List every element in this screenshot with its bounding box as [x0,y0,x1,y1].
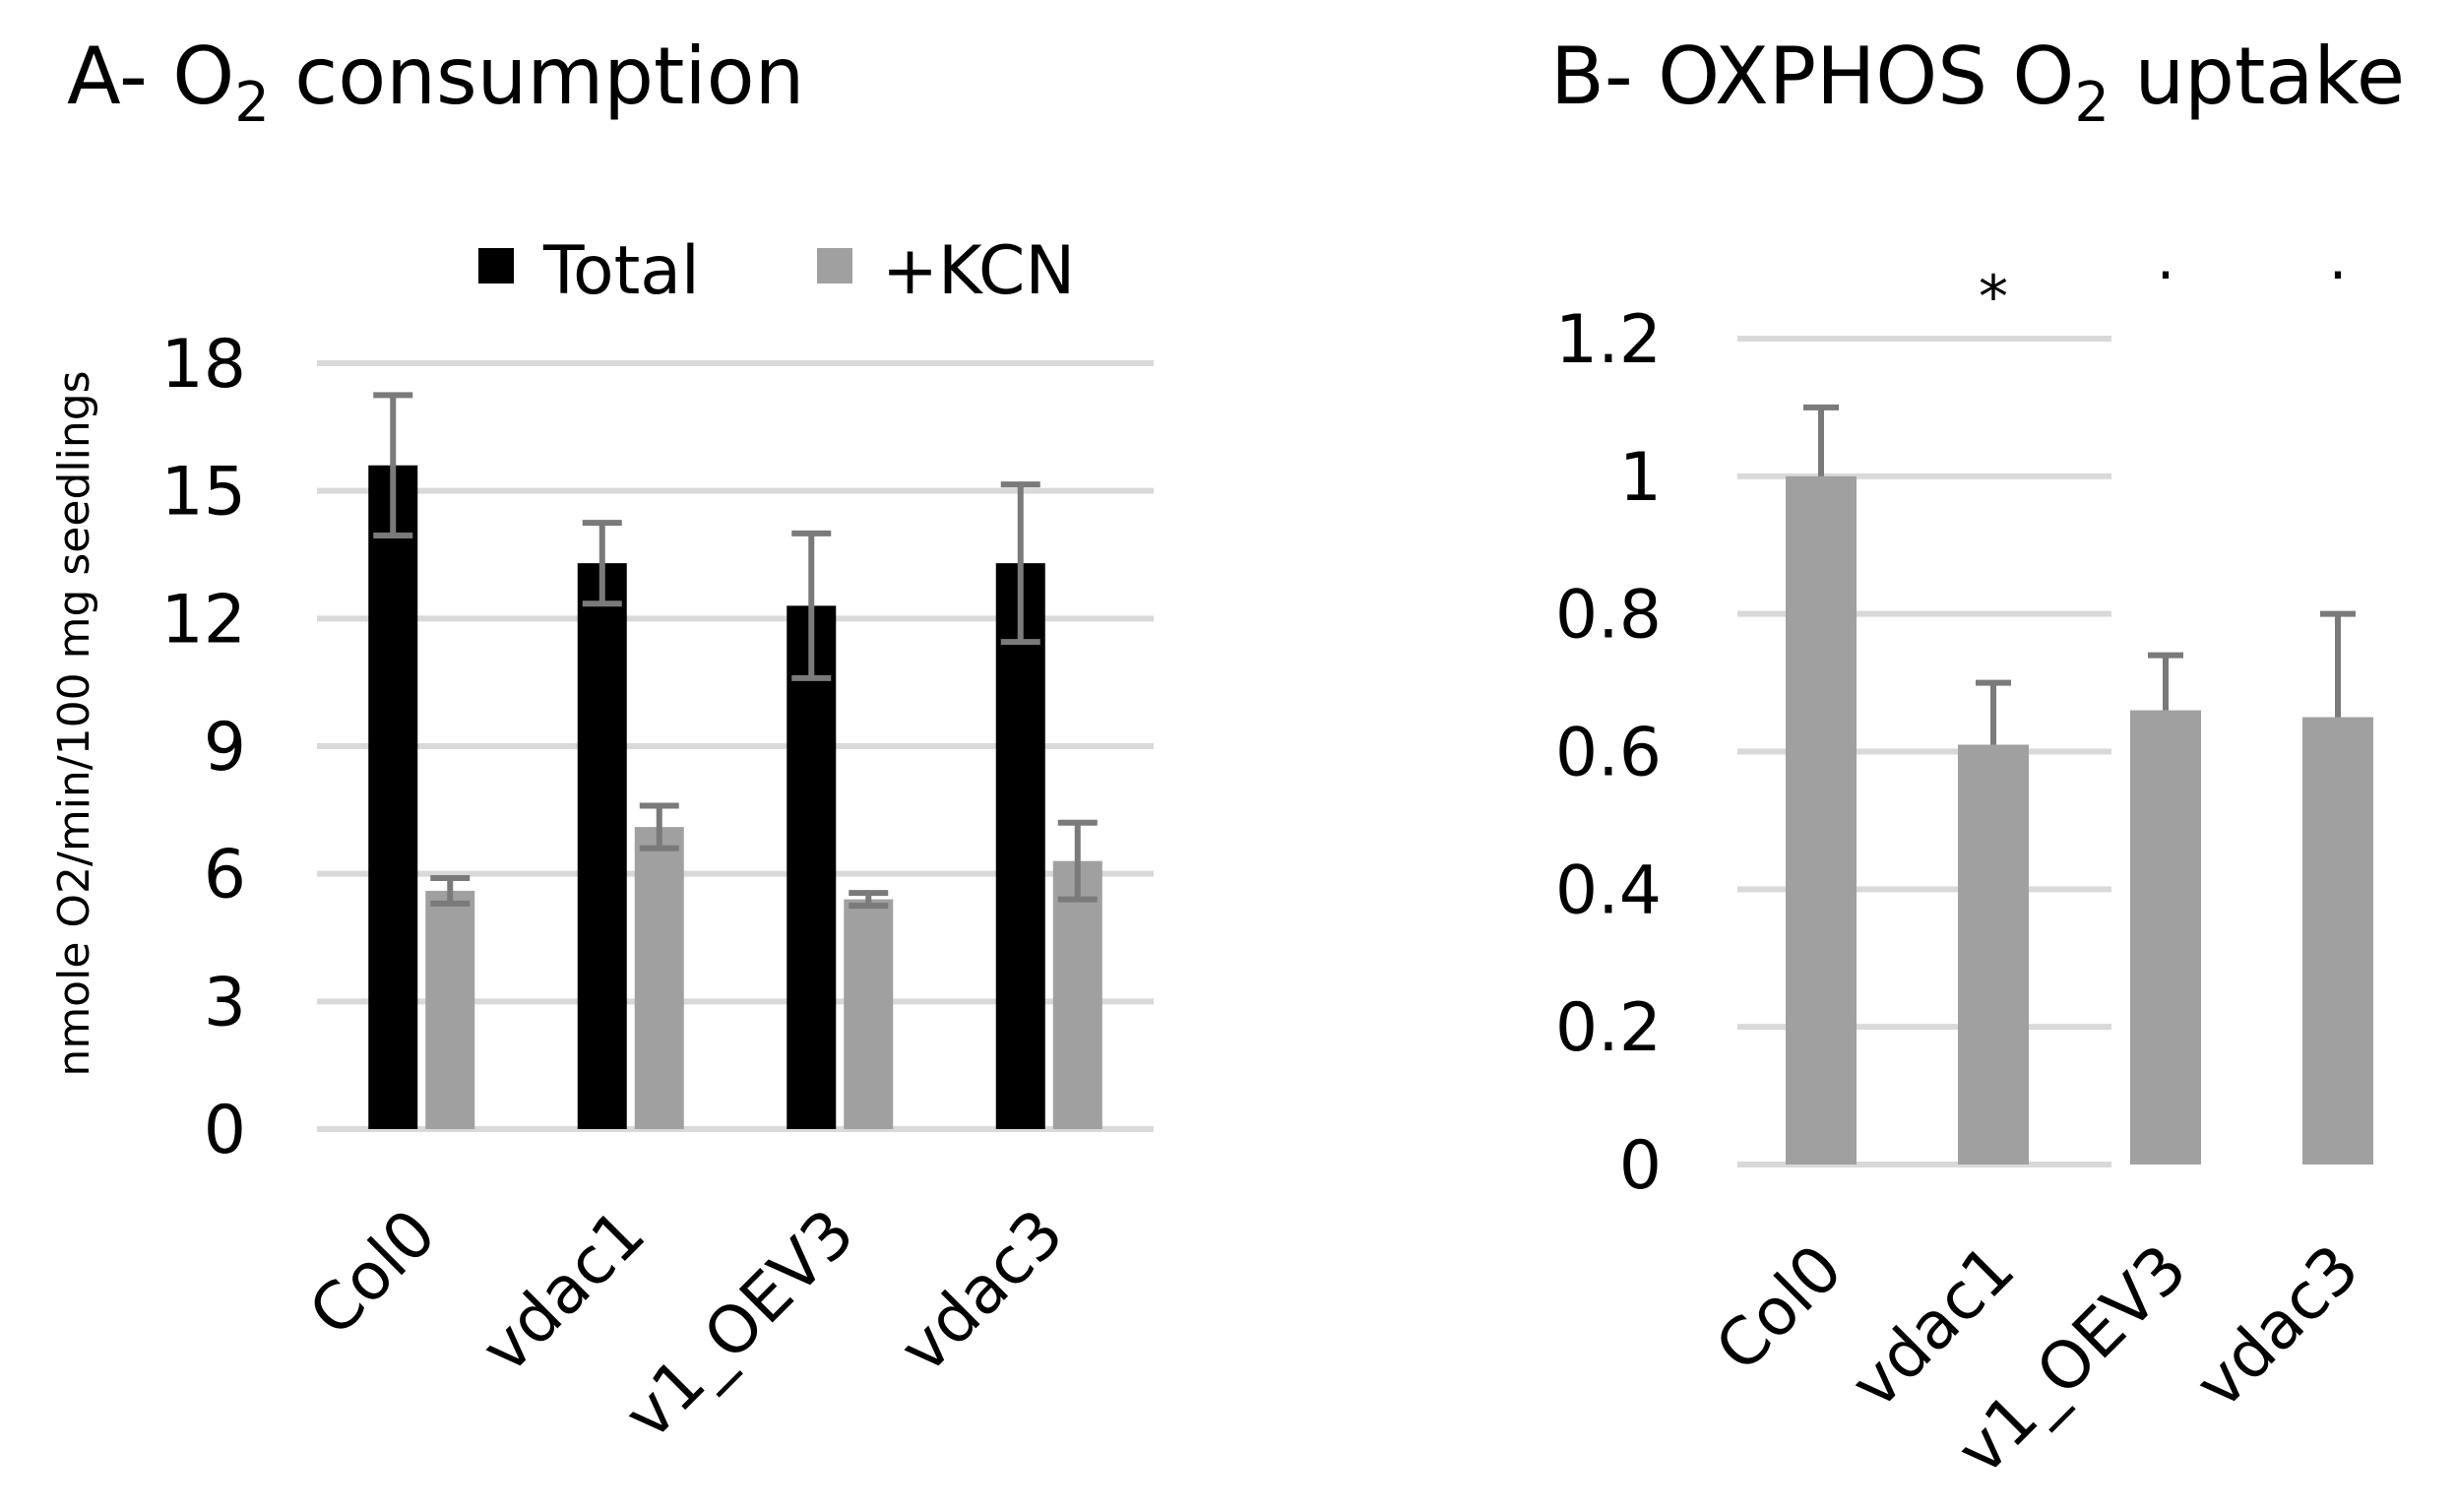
x-tick-label: v1_OEV3 [610,1195,869,1454]
error-bar-total-col0 [373,392,413,539]
significance-mark: · [2328,241,2347,310]
bar-v1-oev3 [2130,710,2201,1165]
x-tick-label: Col0 [294,1195,450,1351]
y-tick-label: 0.2 [1555,989,1662,1067]
error-bar-kcn-v1-oev3 [849,890,889,910]
panel-a-legend: Total +KCN [478,232,1075,310]
significance-mark: · [2156,241,2174,310]
error-bar-vdac1 [1976,679,2011,745]
bar-total-vdac1 [577,563,627,1129]
error-bar-vdac3 [2320,610,2356,718]
bar-vdac1 [1958,744,2029,1165]
significance-mark: * [1979,263,2008,332]
panel-a-bars [368,392,1102,1129]
panel-a-y-ticks: 0 3 6 9 12 15 18 [160,326,246,1169]
error-bar-v1-oev3 [2148,652,2183,711]
bar-total-col0 [368,465,418,1129]
panel-a-y-axis-label: nmole O2/min/100 mg seedlings [49,370,99,1076]
y-tick-label: 0.6 [1555,715,1662,792]
panel-a-chart: A- O2 consumption nmole O2/min/100 mg se… [49,31,1154,1454]
bar-total-v1-oev3 [787,605,837,1129]
panel-a-title: A- O2 consumption [67,31,804,135]
panel-b-y-ticks: 0 0.2 0.4 0.6 0.8 1 1.2 [1555,301,1662,1205]
legend-label-total: Total [542,232,700,310]
error-bar-kcn-vdac3 [1057,819,1098,903]
error-bar-kcn-vdac1 [639,802,679,851]
x-tick-label: vdac1 [467,1195,660,1388]
legend-swatch-kcn [817,248,852,284]
bar-kcn-vdac3 [1052,860,1102,1129]
y-tick-label: 3 [204,964,246,1041]
error-bar-total-v1-oev3 [791,530,832,681]
error-bar-total-vdac3 [1000,481,1040,646]
panel-b-title: B- OXPHOS O2 uptake [1550,31,2405,135]
x-tick-label: vdac3 [885,1195,1078,1388]
y-tick-label: 0 [204,1092,246,1169]
bar-kcn-vdac1 [634,827,684,1129]
error-bar-kcn-col0 [430,874,471,907]
panel-b-bars [1786,404,2373,1165]
y-tick-label: 0 [1619,1127,1662,1205]
y-tick-label: 1 [1619,439,1662,517]
y-tick-label: 0.8 [1555,577,1662,655]
error-bar-col0 [1803,404,1839,476]
y-tick-label: 9 [204,709,246,787]
y-tick-label: 1.2 [1555,301,1662,379]
panel-b-chart: B- OXPHOS O2 uptake 0 0.2 0.4 0.6 0.8 1 1.2 * ·… [1550,31,2405,1489]
error-bar-total-vdac1 [582,520,622,607]
legend-label-kcn: +KCN [882,232,1075,310]
bar-col0 [1786,475,1857,1165]
y-tick-label: 0.4 [1555,851,1662,929]
y-tick-label: 12 [160,581,246,659]
y-tick-label: 18 [160,326,246,404]
panel-b-significance-marks: * · · [1979,241,2348,332]
legend-swatch-total [478,248,514,284]
y-tick-label: 6 [204,837,246,914]
x-tick-label: vdac3 [2181,1230,2374,1423]
bar-kcn-v1-oev3 [844,899,894,1129]
x-tick-label: Col0 [1701,1230,1857,1386]
y-tick-label: 15 [160,454,246,532]
bar-vdac3 [2302,717,2373,1165]
bar-total-vdac3 [995,563,1045,1129]
bar-kcn-col0 [425,890,475,1129]
